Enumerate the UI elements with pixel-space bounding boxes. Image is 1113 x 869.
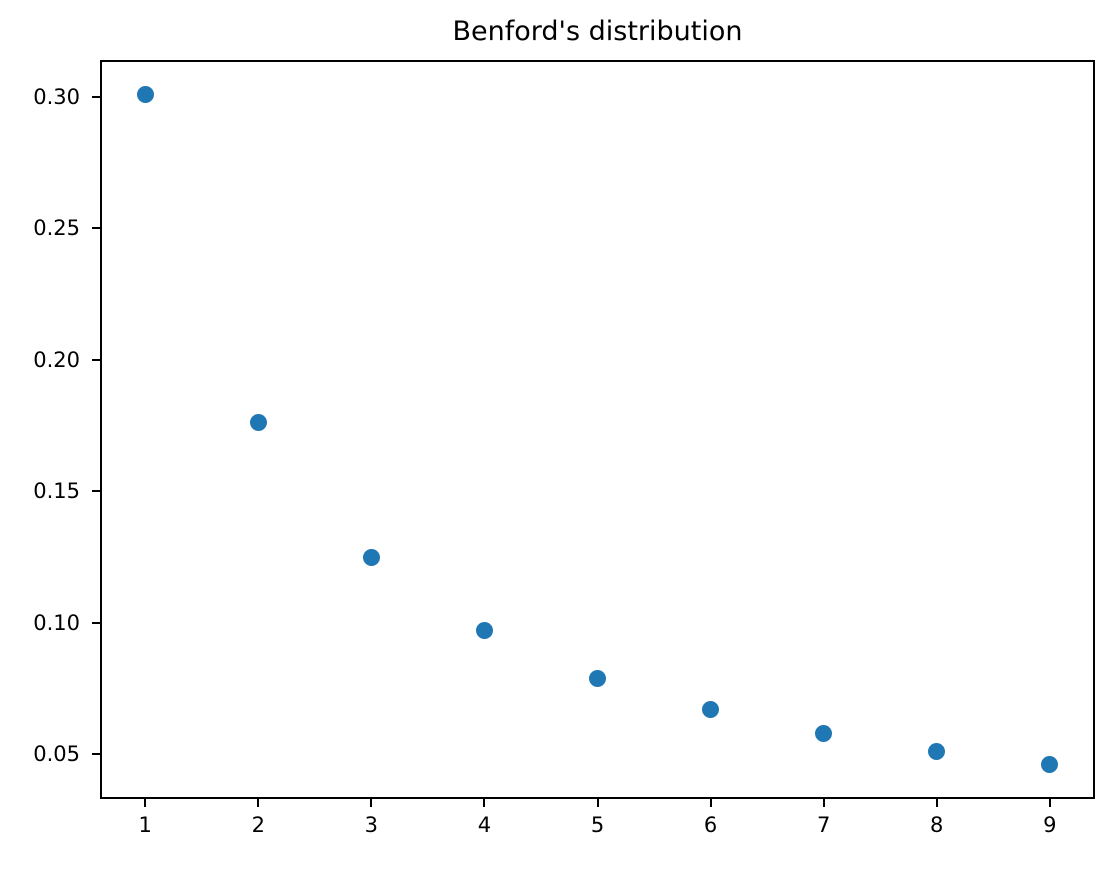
x-tick-mark (935, 799, 938, 807)
x-tick-label: 3 (364, 813, 379, 837)
x-tick-label: 2 (251, 813, 265, 837)
y-tick-mark (92, 621, 100, 624)
y-tick-label: 0.10 (33, 610, 80, 635)
data-point (702, 701, 720, 719)
x-tick-mark (257, 799, 260, 807)
x-tick-label: 8 (930, 813, 944, 837)
x-tick-mark (709, 799, 712, 807)
data-point (362, 548, 380, 566)
x-tick-label: 7 (816, 813, 831, 837)
y-tick-label: 0.25 (33, 216, 80, 241)
y-tick-mark (92, 753, 100, 756)
y-tick-mark (92, 95, 100, 98)
data-point (136, 85, 154, 103)
x-tick-mark (370, 799, 373, 807)
y-tick-label: 0.05 (33, 742, 80, 767)
x-tick-label: 6 (703, 813, 718, 837)
x-tick-mark (483, 799, 486, 807)
x-tick-label: 4 (477, 813, 492, 837)
y-tick-mark (92, 490, 100, 493)
x-tick-mark (596, 799, 599, 807)
plot-area (100, 60, 1095, 799)
x-tick-mark (144, 799, 147, 807)
data-point (589, 669, 606, 687)
y-tick-label: 0.30 (33, 84, 80, 109)
data-point (249, 414, 267, 432)
y-tick-mark (92, 227, 100, 230)
data-point (475, 622, 493, 640)
y-tick-label: 0.15 (33, 479, 80, 504)
x-tick-label: 9 (1043, 813, 1057, 837)
x-tick-mark (1048, 799, 1051, 807)
y-tick-mark (92, 358, 100, 361)
data-point (1041, 756, 1059, 774)
chart-title: Benford's distribution (452, 16, 743, 47)
data-point (928, 743, 946, 761)
data-point (815, 724, 833, 742)
x-tick-label: 5 (590, 813, 605, 837)
x-tick-mark (822, 799, 825, 807)
x-tick-label: 1 (138, 813, 152, 837)
y-tick-label: 0.20 (33, 347, 80, 372)
